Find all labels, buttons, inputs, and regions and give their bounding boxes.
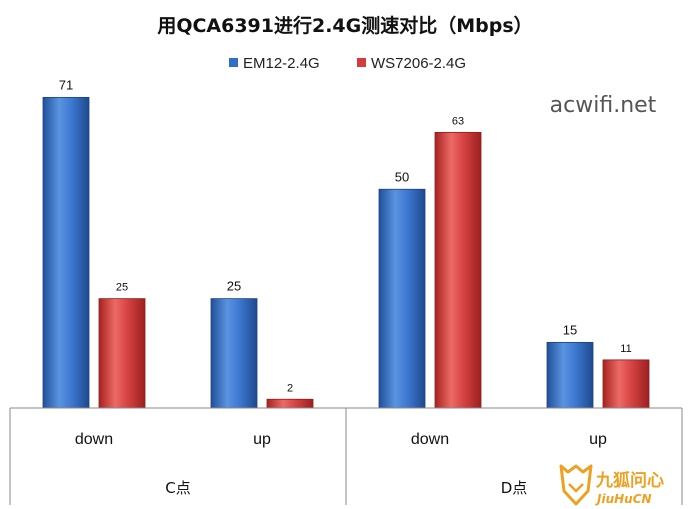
bars (42, 96, 650, 409)
legend-swatch-2 (357, 58, 366, 67)
bar-1-1 (42, 96, 90, 409)
data-label-2-4: 11 (620, 343, 631, 355)
data-label-2-3: 63 (452, 115, 464, 127)
x-tick-label-2: up (253, 431, 271, 448)
bar-2-1 (98, 298, 146, 409)
value-labels: 71 25 25 2 50 63 15 11 (59, 77, 632, 394)
data-label-1-2: 25 (227, 279, 241, 294)
bar-1-3 (378, 188, 426, 409)
bar-2-4 (602, 359, 650, 409)
fox-logo-inner-icon (568, 483, 584, 493)
chart-title: 用QCA6391进行2.4G测速对比（Mbps） (157, 14, 532, 37)
watermark-logo: 九狐问心 JiuHuCN (559, 464, 664, 506)
data-label-2-2: 2 (287, 382, 293, 394)
legend-swatch-1 (229, 58, 238, 67)
legend-label-2: WS7206-2.4G (371, 55, 466, 72)
bar-2-2 (266, 398, 314, 409)
data-label-1-4: 15 (563, 322, 577, 337)
x-tick-label-3: down (411, 431, 449, 448)
group-label-2: D点 (501, 479, 528, 497)
data-label-1-1: 71 (59, 77, 73, 92)
x-tick-label-1: down (75, 431, 113, 448)
watermark-logo-en: JiuHuCN (595, 492, 652, 506)
bar-2-3 (434, 131, 482, 409)
x-axis: down up down up C点 D点 (9, 407, 683, 505)
watermark-site: acwifi.net (550, 93, 657, 118)
watermark-logo-cn: 九狐问心 (595, 470, 664, 491)
fox-logo-icon (559, 464, 593, 506)
legend-label-1: EM12-2.4G (243, 55, 320, 72)
bar-1-2 (210, 298, 258, 409)
bar-1-4 (546, 341, 594, 409)
group-label-1: C点 (165, 479, 190, 497)
data-label-1-3: 50 (395, 169, 409, 184)
x-tick-label-4: up (589, 431, 607, 448)
data-label-2-1: 25 (116, 282, 128, 294)
legend: EM12-2.4G WS7206-2.4G (229, 55, 466, 72)
